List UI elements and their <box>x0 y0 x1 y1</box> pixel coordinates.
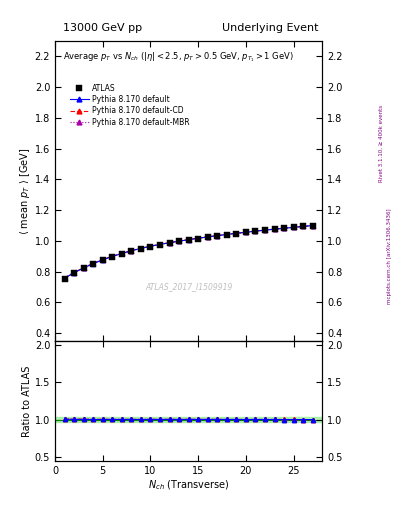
X-axis label: $N_{ch}$ (Transverse): $N_{ch}$ (Transverse) <box>148 478 230 492</box>
Y-axis label: Ratio to ATLAS: Ratio to ATLAS <box>22 365 32 437</box>
Text: 13000 GeV pp: 13000 GeV pp <box>63 23 142 33</box>
Y-axis label: $\langle$ mean $p_T$ $\rangle$ [GeV]: $\langle$ mean $p_T$ $\rangle$ [GeV] <box>18 147 32 234</box>
Text: mcplots.cern.ch [arXiv:1306.3436]: mcplots.cern.ch [arXiv:1306.3436] <box>387 208 391 304</box>
Text: Average $p_T$ vs $N_{ch}$ ($|\eta| < 2.5$, $p_T > 0.5$ GeV, $p_{T_1} > 1$ GeV): Average $p_T$ vs $N_{ch}$ ($|\eta| < 2.5… <box>63 50 294 63</box>
Text: Rivet 3.1.10, ≥ 400k events: Rivet 3.1.10, ≥ 400k events <box>379 105 384 182</box>
Text: ATLAS_2017_I1509919: ATLAS_2017_I1509919 <box>145 282 232 291</box>
Legend: ATLAS, Pythia 8.170 default, Pythia 8.170 default-CD, Pythia 8.170 default-MBR: ATLAS, Pythia 8.170 default, Pythia 8.17… <box>67 81 193 130</box>
Bar <box>55 417 322 422</box>
Text: Underlying Event: Underlying Event <box>222 23 318 33</box>
